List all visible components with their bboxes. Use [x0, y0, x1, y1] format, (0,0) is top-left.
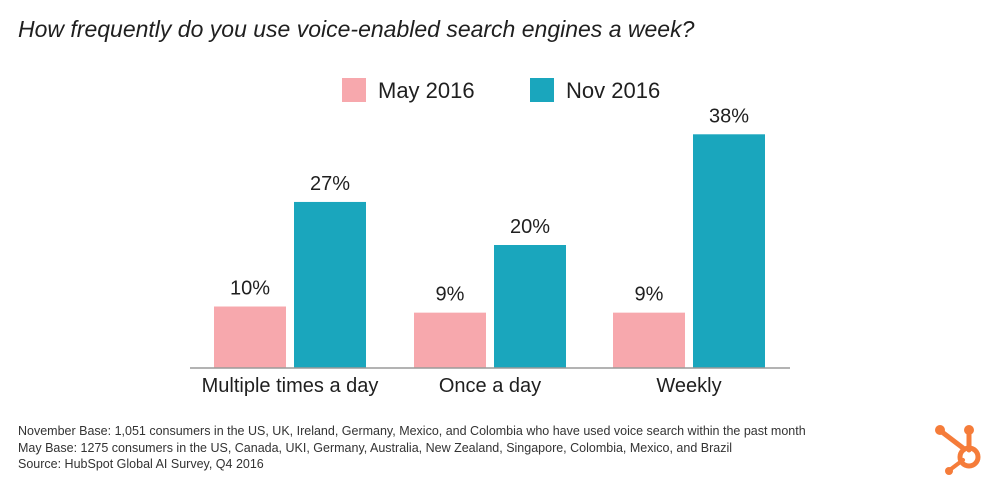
chart-title: How frequently do you use voice-enabled …	[18, 16, 695, 42]
category-labels-group: Multiple times a day Once a day Weekly	[202, 375, 722, 397]
value-label-nov-once-a-day: 20%	[510, 216, 550, 238]
bar-may-weekly	[613, 312, 685, 368]
footnotes: November Base: 1,051 consumers in the US…	[18, 423, 806, 473]
footnote-november-base: November Base: 1,051 consumers in the US…	[18, 424, 806, 438]
bar-chart: May 2016 Nov 2016 10% 27% 9% 20% 9% 38% Multip…	[190, 78, 790, 397]
bars-group	[214, 134, 765, 368]
value-labels-group: 10% 27% 9% 20% 9% 38%	[230, 105, 749, 305]
category-label-once-a-day: Once a day	[439, 375, 541, 397]
hubspot-sprocket-icon	[935, 425, 981, 475]
category-label-weekly: Weekly	[656, 375, 721, 397]
value-label-nov-weekly: 38%	[709, 105, 749, 127]
legend-label-nov: Nov 2016	[566, 78, 660, 103]
footnote-source: Source: HubSpot Global AI Survey, Q4 201…	[18, 457, 264, 471]
legend-swatch-nov	[530, 78, 554, 102]
value-label-may-weekly: 9%	[635, 284, 664, 306]
bar-may-once-a-day	[414, 312, 486, 368]
value-label-may-once-a-day: 9%	[436, 284, 465, 306]
legend: May 2016 Nov 2016	[342, 78, 660, 103]
bar-may-multiple-times-a-day	[214, 306, 286, 368]
value-label-may-multiple-times-a-day: 10%	[230, 278, 270, 300]
footnote-may-base: May Base: 1275 consumers in the US, Cana…	[18, 440, 733, 455]
bar-nov-once-a-day	[494, 245, 566, 368]
bar-nov-weekly	[693, 134, 765, 368]
bar-nov-multiple-times-a-day	[294, 201, 366, 368]
value-label-nov-multiple-times-a-day: 27%	[310, 173, 350, 195]
legend-label-may: May 2016	[378, 78, 475, 103]
legend-swatch-may	[342, 78, 366, 102]
category-label-multiple-times-a-day: Multiple times a day	[202, 375, 379, 397]
